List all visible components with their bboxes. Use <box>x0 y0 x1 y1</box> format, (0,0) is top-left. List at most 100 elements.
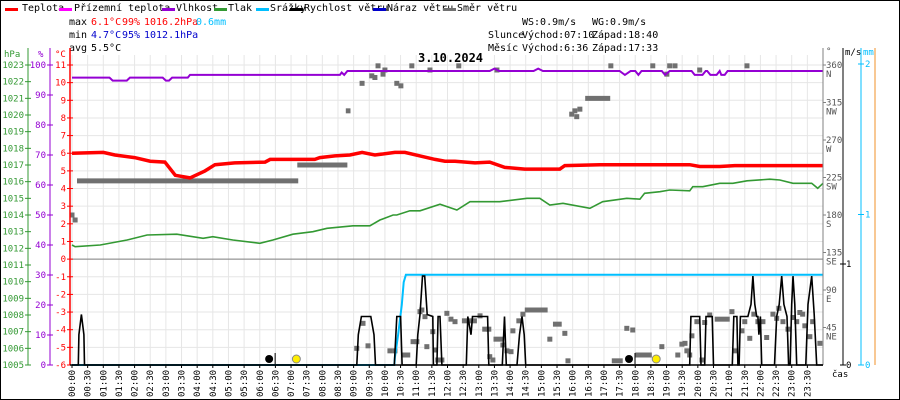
x-tick-label: 05:00 <box>224 370 234 397</box>
wind-direction-point <box>444 310 450 316</box>
x-tick-label: 11:00 <box>412 370 422 397</box>
moonrise-moon-icon <box>265 355 274 363</box>
legend-swatch-smer-vetru <box>443 8 456 11</box>
wind-direction-point <box>807 334 813 340</box>
pressure-tick-label: 1010 <box>2 278 24 288</box>
humidity-axis-unit: % <box>38 50 44 60</box>
humidity-tick-label: 40 <box>35 241 46 251</box>
x-tick-label: 04:30 <box>209 370 219 397</box>
x-tick-label: 05:30 <box>240 370 250 397</box>
wind-direction-point <box>482 326 488 332</box>
direction-compass-label: NW <box>826 108 837 118</box>
wind-direction-point <box>354 345 360 351</box>
pressure-tick-label: 1011 <box>2 261 24 271</box>
legend-swatch-vlhkost <box>162 8 175 11</box>
direction-tick-label: 225 <box>826 174 842 184</box>
temperature-tick-label: -6 <box>55 361 66 371</box>
wind-direction-point <box>797 310 803 315</box>
wind-gust-info: WG:0.9m/s <box>592 17 647 28</box>
sun-label: Slunce <box>488 30 525 41</box>
wind-direction-point <box>810 319 816 325</box>
x-tick-label: 09:00 <box>350 370 360 397</box>
x-tick-label: 07:00 <box>287 370 297 397</box>
wind-direction-point <box>372 75 378 80</box>
wind-direction-point <box>790 315 796 320</box>
wind-direction-point <box>739 328 745 334</box>
humidity-tick-label: 90 <box>35 91 46 101</box>
wind-direction-point <box>770 311 776 317</box>
wind-direction-point <box>490 357 496 363</box>
rain-axis-unit: mm <box>863 48 874 58</box>
legend-label: Přízemní teplota <box>74 3 171 14</box>
pressure-tick-label: 1016 <box>2 178 24 188</box>
chart-title: 3.10.2024 <box>418 51 483 65</box>
x-tick-label: 01:30 <box>115 370 125 397</box>
wind-direction-point <box>682 340 688 346</box>
legend-label: Vlhkost <box>176 3 219 14</box>
moonset-time: Západ:17:33 <box>592 43 659 54</box>
pressure-tick-label: 1020 <box>2 111 24 121</box>
wind-direction-point <box>387 348 393 354</box>
wind-direction-point <box>794 319 800 325</box>
sunset-sun-icon <box>651 354 661 364</box>
x-tick-label: 22:00 <box>756 370 766 397</box>
pressure-tick-label: 1017 <box>2 161 24 171</box>
x-tick-label: 15:00 <box>537 370 547 397</box>
x-tick-label: 18:30 <box>647 370 657 397</box>
legend-label: Tlak <box>228 3 253 14</box>
wind-direction-point <box>493 336 499 342</box>
wind-direction-point <box>422 314 428 320</box>
temperature-tick-label: -3 <box>55 308 66 318</box>
legend-swatch-srazky <box>256 8 269 11</box>
direction-compass-label: N <box>826 70 831 80</box>
x-tick-label: 10:00 <box>381 370 391 397</box>
pressure-tick-label: 1012 <box>2 244 24 254</box>
wind-direction-point <box>69 212 75 218</box>
wind-direction-point <box>802 323 808 329</box>
legend-swatch-naraz-vetru <box>373 8 386 11</box>
humidity-tick-label: 0 <box>41 361 46 371</box>
wind-direction-point <box>410 339 416 345</box>
x-tick-label: 18:00 <box>631 370 641 397</box>
rain-tick-label: 1 <box>865 211 870 221</box>
temperature-tick-label: 10 <box>55 79 66 89</box>
series-layer <box>69 63 824 366</box>
direction-tick-label: 360 <box>826 61 842 71</box>
wind-direction-point <box>487 354 493 360</box>
stats-avg-label: avg <box>69 43 88 54</box>
x-tick-label: 13:00 <box>475 370 485 397</box>
legend-label: Směr větru <box>457 3 518 14</box>
direction-tick-label: 315 <box>826 99 842 109</box>
temperature-tick-label: 8 <box>61 114 66 124</box>
humidity-tick-label: 10 <box>35 331 46 341</box>
wind-direction-point <box>562 330 568 336</box>
x-tick-label: 21:30 <box>741 370 751 397</box>
legend-label: Náraz větru <box>387 3 454 14</box>
legend-label: Srážky <box>270 3 307 14</box>
sunrise-sun-icon <box>291 354 301 364</box>
temperature-tick-label: -1 <box>55 273 66 283</box>
wind-direction-point <box>800 311 806 317</box>
temperature-tick-label: -4 <box>55 326 66 336</box>
axes-layer: hPa1023102210211020101910181017101610151… <box>2 47 876 397</box>
pressure-tick-label: 1021 <box>2 94 24 104</box>
pressure-tick-label: 1022 <box>2 78 24 88</box>
direction-compass-label: SE <box>826 258 837 268</box>
wind-speed-tick-label: 1 <box>846 260 851 270</box>
wind-direction-point <box>780 319 786 325</box>
temperature-tick-label: 5 <box>61 167 66 177</box>
x-tick-label: 06:00 <box>256 370 266 397</box>
pressure-tick-label: 1008 <box>2 311 24 321</box>
direction-compass-label: S <box>826 220 831 230</box>
x-tick-label: 00:30 <box>84 370 94 397</box>
humidity-tick-label: 60 <box>35 181 46 191</box>
x-tick-label: 09:30 <box>365 370 375 397</box>
wind-direction-point <box>365 343 371 349</box>
temperature-tick-label: -2 <box>55 290 66 300</box>
wind-direction-point <box>375 63 381 69</box>
wind-direction-point <box>672 63 678 69</box>
sunrise-time: Východ:07:10 <box>522 30 595 41</box>
legend-swatch-prizemni-teplota <box>59 8 72 11</box>
